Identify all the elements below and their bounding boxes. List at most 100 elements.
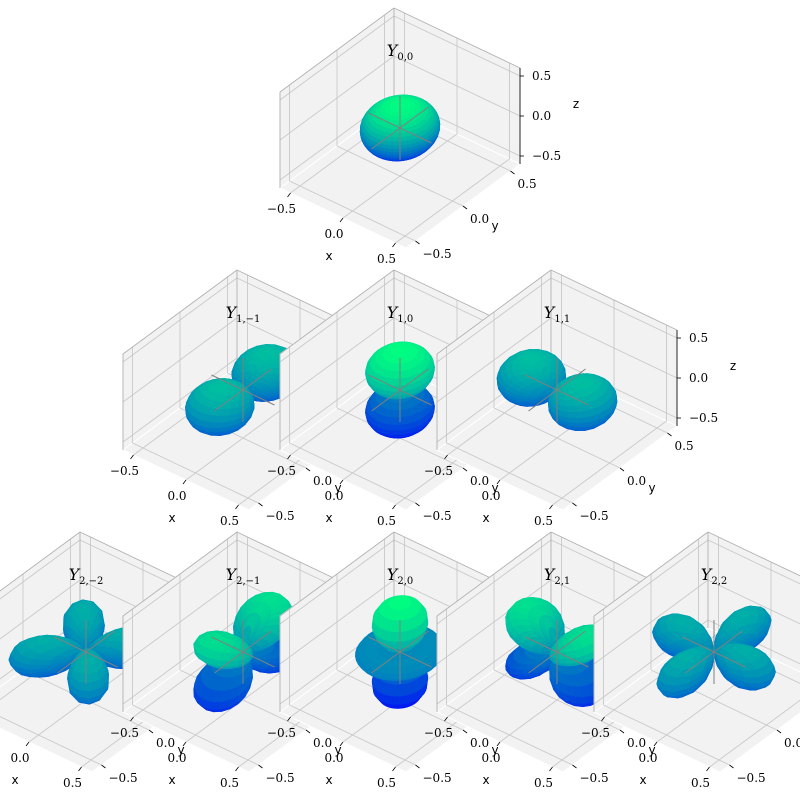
x-tick-label: −0.5 — [267, 464, 296, 478]
x-tick — [392, 504, 396, 510]
surface-patch — [383, 140, 391, 146]
y-axis-label: y — [648, 481, 655, 495]
surface-patch — [396, 378, 402, 386]
x-tick-label: 0.5 — [377, 514, 396, 528]
z-tick-label: −0.5 — [532, 149, 561, 163]
y-tick-label: 0.5 — [675, 439, 694, 453]
z-tick-label: 0.0 — [689, 371, 708, 385]
title-subscript: 0,0 — [397, 52, 413, 63]
y-tick-label: −0.5 — [423, 509, 452, 523]
y-tick-label: 0.0 — [627, 474, 646, 488]
x-tick — [392, 242, 396, 248]
surface-patch — [396, 133, 402, 138]
x-tick-label: −0.5 — [110, 464, 139, 478]
y-tick — [619, 467, 625, 472]
gridline — [395, 158, 510, 244]
y-tick — [462, 205, 468, 210]
x-tick-label: −0.5 — [424, 464, 453, 478]
surface-patch — [390, 434, 398, 438]
x-tick — [182, 479, 187, 485]
x-axis-label: x — [168, 511, 175, 525]
gridline — [336, 145, 464, 207]
gridline — [393, 55, 521, 117]
surface-patch — [390, 137, 397, 142]
z-tick-label: 0.5 — [532, 69, 551, 83]
x-tick — [287, 192, 291, 198]
surface-patch — [401, 416, 408, 425]
x-tick — [339, 217, 344, 223]
surface-patch — [395, 148, 403, 153]
y-tick — [258, 502, 263, 507]
y-tick — [415, 502, 420, 507]
title-subscript: 1,−1 — [236, 314, 260, 325]
surface-patch — [396, 424, 402, 431]
z-axis-label: z — [730, 359, 736, 373]
y-tick-label: 0.0 — [470, 212, 489, 226]
z-axis-label: z — [573, 97, 579, 111]
surface-patch — [518, 364, 528, 371]
y-tick — [462, 467, 468, 472]
surface-patch — [577, 410, 590, 419]
x-tick-label: −0.5 — [267, 202, 296, 216]
surface-patch — [215, 421, 228, 429]
x-tick-label: 0.5 — [534, 514, 553, 528]
surface-patch — [391, 417, 398, 425]
x-tick-label: 0.0 — [481, 489, 500, 503]
surface-patch — [389, 151, 396, 156]
pane-edge — [393, 7, 521, 69]
title-subscript: 1,0 — [397, 314, 413, 325]
x-tick-label: 0.5 — [377, 252, 396, 266]
surface-patch — [389, 148, 396, 153]
y-tick-label: −0.5 — [266, 509, 295, 523]
surface-patch — [389, 141, 397, 146]
surface-patch — [206, 414, 219, 423]
z-tick-label: 0.5 — [689, 331, 708, 345]
x-tick-label: 0.0 — [324, 227, 343, 241]
gridline — [279, 55, 395, 141]
surface-patch — [395, 145, 403, 150]
surface-patch — [216, 415, 229, 423]
x-axis-label: x — [482, 511, 489, 525]
surface-patch — [400, 119, 406, 125]
x-tick — [235, 504, 239, 510]
surface-patch — [405, 415, 413, 424]
x-tick — [130, 454, 134, 460]
y-tick-label: −0.5 — [580, 509, 609, 523]
surface-patch — [385, 423, 392, 431]
y-tick — [510, 170, 515, 175]
gridline — [279, 15, 395, 101]
x-tick-label: 0.5 — [220, 514, 239, 528]
z-tick-label: 0.0 — [532, 109, 551, 123]
title-subscript: 1,1 — [554, 314, 570, 325]
y-tick-label: 0.0 — [470, 474, 489, 488]
surface-patch — [396, 417, 402, 425]
x-tick-label: 0.0 — [167, 489, 186, 503]
x-axis-label: x — [325, 511, 332, 525]
surface-patch — [390, 430, 397, 436]
y-tick — [415, 240, 420, 245]
surface-patch — [401, 140, 409, 146]
surface-patch — [401, 377, 408, 386]
y-tick — [667, 432, 672, 437]
y-tick-label: −0.5 — [423, 247, 452, 261]
surface-patch — [396, 430, 402, 436]
y-tick — [305, 467, 311, 472]
surface-patch — [390, 424, 397, 431]
x-tick-label: 0.0 — [324, 489, 343, 503]
y-tick-label: 0.0 — [313, 474, 332, 488]
surface-patch — [568, 417, 580, 424]
x-tick — [549, 504, 553, 510]
surface-patch — [391, 378, 398, 386]
gridline — [393, 15, 521, 77]
z-tick-label: −0.5 — [689, 411, 718, 425]
surface-patch — [389, 145, 397, 150]
y-axis-label: y — [491, 219, 498, 233]
surface-patch — [401, 423, 408, 431]
y-tick — [572, 502, 577, 507]
x-axis-label: x — [325, 249, 332, 263]
surface-patch — [567, 411, 579, 419]
y-tick-label: 0.5 — [518, 177, 537, 191]
pane-edge — [279, 7, 395, 93]
